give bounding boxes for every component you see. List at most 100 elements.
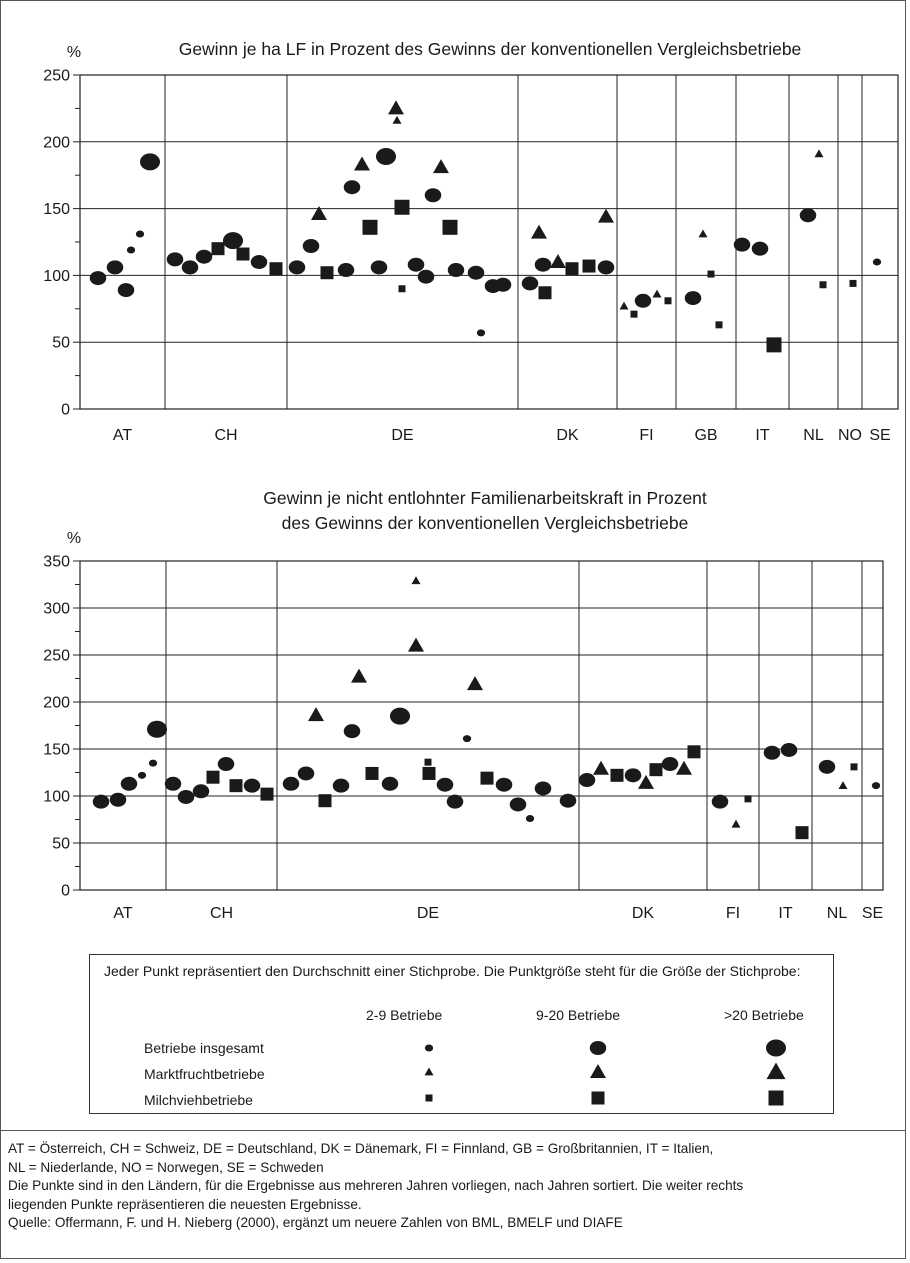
legend-circle-large-icon: [765, 1039, 787, 1057]
point-fi-milch: [744, 795, 752, 803]
point-se-insgesamt: [871, 782, 881, 790]
point-nl-markt: [838, 781, 848, 790]
country-label-it: IT: [755, 427, 769, 444]
country-label-dk: DK: [556, 427, 579, 444]
point-at-insgesamt: [89, 271, 107, 286]
y-tick-label: 150: [43, 742, 70, 759]
point-de-markt: [388, 100, 404, 115]
point-dk-markt: [598, 208, 614, 223]
point-de-markt: [433, 159, 449, 174]
country-label-it: IT: [778, 905, 792, 922]
point-ch-milch: [229, 779, 243, 793]
point-de-markt: [408, 637, 424, 652]
point-it-insgesamt: [751, 241, 769, 256]
point-ch-insgesamt: [250, 255, 268, 270]
point-de-insgesamt: [417, 269, 435, 284]
point-fi-milch: [630, 310, 638, 318]
point-dk-insgesamt: [624, 768, 642, 783]
y-tick-label: 200: [43, 695, 70, 712]
point-de-milch: [362, 219, 378, 235]
legend-size-large: >20 Betriebe: [724, 1007, 804, 1023]
country-label-ch: CH: [214, 427, 237, 444]
point-de-milch: [394, 199, 410, 215]
point-de-insgesamt: [509, 797, 527, 812]
point-de-insgesamt: [370, 260, 388, 275]
point-de-insgesamt: [332, 778, 350, 793]
point-ch-milch: [269, 262, 283, 276]
y-tick-label: 250: [43, 68, 70, 85]
point-ch-insgesamt: [222, 232, 244, 250]
point-it-milch: [795, 826, 809, 840]
point-de-insgesamt: [534, 781, 552, 796]
chart-gewinn-je-familienarbeitskraft: Gewinn je nicht entlohnter Familienarbei…: [43, 488, 884, 922]
point-de-milch: [442, 219, 458, 235]
point-dk-insgesamt: [534, 257, 552, 272]
country-label-de: DE: [417, 905, 439, 922]
point-dk-insgesamt: [661, 757, 679, 772]
point-de-insgesamt: [343, 180, 361, 195]
point-de-milch: [480, 771, 494, 785]
point-fi-markt: [731, 819, 741, 828]
point-ch-insgesamt: [166, 252, 184, 267]
point-de-milch: [424, 758, 432, 766]
point-de-insgesamt: [446, 794, 464, 809]
point-at-insgesamt: [148, 759, 158, 767]
footnotes: AT = Österreich, CH = Schweiz, DE = Deut…: [8, 1140, 902, 1233]
point-de-insgesamt: [559, 793, 577, 808]
point-de-insgesamt: [343, 724, 361, 739]
country-label-dk: DK: [632, 905, 655, 922]
point-de-insgesamt: [375, 147, 397, 165]
point-nl-insgesamt: [818, 759, 836, 774]
point-ch-insgesamt: [192, 784, 210, 799]
point-at-insgesamt: [139, 153, 161, 171]
legend-circle-small-icon: [424, 1044, 434, 1052]
legend-row-marktfrucht: Marktfruchtbetriebe: [144, 1066, 265, 1082]
country-label-at: AT: [113, 427, 132, 444]
country-label-de: DE: [391, 427, 413, 444]
y-tick-label: 200: [43, 134, 70, 151]
point-de-markt: [392, 115, 402, 124]
point-no-milch: [849, 279, 857, 287]
point-de-insgesamt: [424, 188, 442, 203]
country-label-ch: CH: [210, 905, 233, 922]
point-dk-milch: [687, 745, 701, 759]
legend-box: Jeder Punkt repräsentiert den Durchschni…: [89, 954, 834, 1114]
point-de-insgesamt: [447, 263, 465, 278]
note-line-2: NL = Niederlande, NO = Norwegen, SE = Sc…: [8, 1159, 324, 1175]
legend-size-small: 2-9 Betriebe: [366, 1007, 443, 1023]
note-line-4: liegenden Punkte repräsentieren die neue…: [8, 1196, 362, 1212]
point-dk-insgesamt: [597, 260, 615, 275]
point-de-markt: [311, 205, 327, 220]
point-de-markt: [308, 707, 324, 722]
chart-title: Gewinn je ha LF in Prozent des Gewinns d…: [179, 39, 802, 59]
point-at-insgesamt: [106, 260, 124, 275]
y-tick-label: 250: [43, 648, 70, 665]
point-ch-insgesamt: [177, 789, 195, 804]
point-it-milch: [766, 337, 782, 353]
note-line-3: Die Punkte sind in den Ländern, für die …: [8, 1178, 744, 1194]
point-at-insgesamt: [117, 283, 135, 298]
country-label-se: SE: [869, 427, 890, 444]
point-de-insgesamt: [407, 257, 425, 272]
legend-markers: [424, 1039, 787, 1106]
point-fi-milch: [664, 297, 672, 305]
point-de-milch: [320, 266, 334, 280]
point-dk-markt: [531, 224, 547, 239]
point-at-insgesamt: [135, 230, 145, 238]
point-de-insgesamt: [297, 766, 315, 781]
point-at-insgesamt: [126, 246, 136, 254]
legend-size-medium: 9-20 Betriebe: [536, 1007, 621, 1023]
plot-frame: [79, 560, 884, 891]
y-tick-label: 150: [43, 201, 70, 218]
country-label-se: SE: [862, 905, 883, 922]
point-gb-milch: [707, 270, 715, 278]
country-label-fi: FI: [639, 427, 653, 444]
y-unit-label: %: [67, 530, 81, 547]
point-de-milch: [422, 766, 436, 780]
point-dk-milch: [649, 763, 663, 777]
legend-triangle-large-icon: [766, 1062, 786, 1080]
country-label-fi: FI: [726, 905, 740, 922]
legend-triangle-small-icon: [424, 1067, 434, 1076]
y-tick-label: 0: [61, 402, 70, 419]
point-de-insgesamt: [381, 776, 399, 791]
